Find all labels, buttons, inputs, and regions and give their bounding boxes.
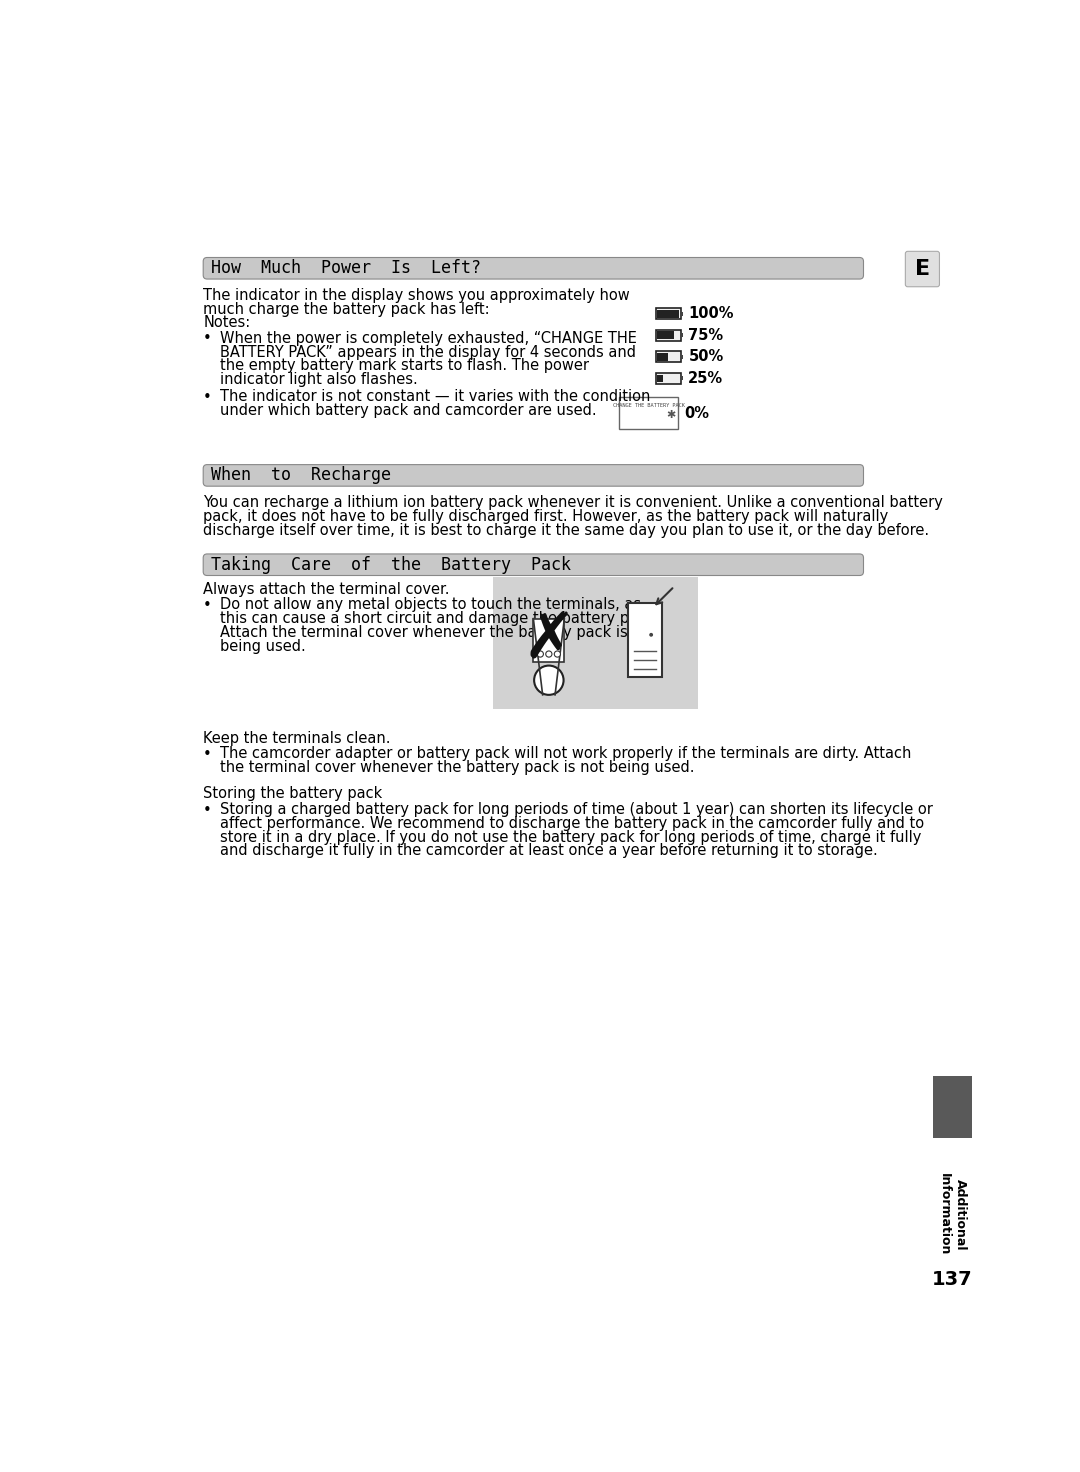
Bar xyxy=(534,618,565,662)
FancyBboxPatch shape xyxy=(905,252,940,287)
Text: •: • xyxy=(203,390,212,405)
Text: 75%: 75% xyxy=(688,328,724,343)
Text: 50%: 50% xyxy=(688,349,724,365)
Text: Always attach the terminal cover.: Always attach the terminal cover. xyxy=(203,581,449,596)
Text: The camcorder adapter or battery pack will not work properly if the terminals ar: The camcorder adapter or battery pack wi… xyxy=(220,746,912,761)
Text: much charge the battery pack has left:: much charge the battery pack has left: xyxy=(203,302,490,316)
Text: the terminal cover whenever the battery pack is not being used.: the terminal cover whenever the battery … xyxy=(220,761,694,776)
FancyBboxPatch shape xyxy=(203,258,864,280)
Text: Storing the battery pack: Storing the battery pack xyxy=(203,786,382,801)
Bar xyxy=(658,374,663,383)
Bar xyxy=(658,353,669,361)
Bar xyxy=(656,330,680,340)
Text: The indicator is not constant — it varies with the condition: The indicator is not constant — it varie… xyxy=(220,389,650,405)
Circle shape xyxy=(554,651,561,657)
Circle shape xyxy=(537,651,543,657)
Text: 100%: 100% xyxy=(688,306,733,321)
Text: Keep the terminals clean.: Keep the terminals clean. xyxy=(203,732,391,746)
Bar xyxy=(933,1076,972,1138)
Bar xyxy=(680,312,683,316)
Text: Storing a charged battery pack for long periods of time (about 1 year) can short: Storing a charged battery pack for long … xyxy=(220,802,933,817)
Text: You can recharge a lithium ion battery pack whenever it is convenient. Unlike a : You can recharge a lithium ion battery p… xyxy=(203,496,943,511)
FancyBboxPatch shape xyxy=(203,465,864,486)
Circle shape xyxy=(535,665,564,695)
FancyBboxPatch shape xyxy=(203,553,864,576)
Bar xyxy=(680,333,683,337)
Text: •: • xyxy=(203,598,212,612)
Text: ✗: ✗ xyxy=(522,609,576,671)
Text: being used.: being used. xyxy=(220,639,306,654)
Text: store it in a dry place. If you do not use the battery pack for long periods of : store it in a dry place. If you do not u… xyxy=(220,830,921,845)
Bar xyxy=(627,604,662,677)
Bar xyxy=(658,309,679,318)
Text: Taking  Care  of  the  Battery  Pack: Taking Care of the Battery Pack xyxy=(211,556,571,574)
Text: and discharge it fully in the camcorder at least once a year before returning it: and discharge it fully in the camcorder … xyxy=(220,843,878,858)
Text: When  to  Recharge: When to Recharge xyxy=(211,467,391,484)
Text: •: • xyxy=(203,331,212,346)
Circle shape xyxy=(649,633,653,637)
Text: discharge itself over time, it is best to charge it the same day you plan to use: discharge itself over time, it is best t… xyxy=(203,523,929,539)
Text: ✱: ✱ xyxy=(666,409,675,420)
Text: under which battery pack and camcorder are used.: under which battery pack and camcorder a… xyxy=(220,403,597,418)
Text: Notes:: Notes: xyxy=(203,315,251,330)
Bar xyxy=(494,577,698,710)
Text: •: • xyxy=(203,802,212,817)
Text: •: • xyxy=(203,748,212,762)
Text: Attach the terminal cover whenever the battery pack is not: Attach the terminal cover whenever the b… xyxy=(220,624,657,640)
Text: 0%: 0% xyxy=(685,405,710,421)
Text: pack, it does not have to be fully discharged first. However, as the battery pac: pack, it does not have to be fully disch… xyxy=(203,509,889,524)
Text: affect performance. We recommend to discharge the battery pack in the camcorder : affect performance. We recommend to disc… xyxy=(220,815,924,830)
Bar xyxy=(656,352,680,362)
Text: Additional
Information: Additional Information xyxy=(939,1173,967,1256)
Bar xyxy=(656,308,680,319)
Text: When the power is completely exhausted, “CHANGE THE: When the power is completely exhausted, … xyxy=(220,331,637,346)
Text: Do not allow any metal objects to touch the terminals, as: Do not allow any metal objects to touch … xyxy=(220,598,642,612)
Bar xyxy=(658,331,674,339)
Bar xyxy=(619,397,678,430)
Bar xyxy=(680,355,683,359)
Text: 25%: 25% xyxy=(688,371,724,386)
Text: this can cause a short circuit and damage the battery pack.: this can cause a short circuit and damag… xyxy=(220,611,660,626)
Bar xyxy=(680,377,683,380)
Bar xyxy=(656,372,680,384)
Text: The indicator in the display shows you approximately how: The indicator in the display shows you a… xyxy=(203,289,630,303)
Text: E: E xyxy=(915,259,930,280)
Circle shape xyxy=(545,651,552,657)
Text: CHANGE THE BATTERY PACK: CHANGE THE BATTERY PACK xyxy=(612,403,685,408)
Text: 137: 137 xyxy=(932,1270,973,1289)
Text: the empty battery mark starts to flash. The power: the empty battery mark starts to flash. … xyxy=(220,358,590,374)
Text: How  Much  Power  Is  Left?: How Much Power Is Left? xyxy=(211,259,481,277)
Text: BATTERY PACK” appears in the display for 4 seconds and: BATTERY PACK” appears in the display for… xyxy=(220,344,636,359)
Text: indicator light also flashes.: indicator light also flashes. xyxy=(220,372,418,387)
